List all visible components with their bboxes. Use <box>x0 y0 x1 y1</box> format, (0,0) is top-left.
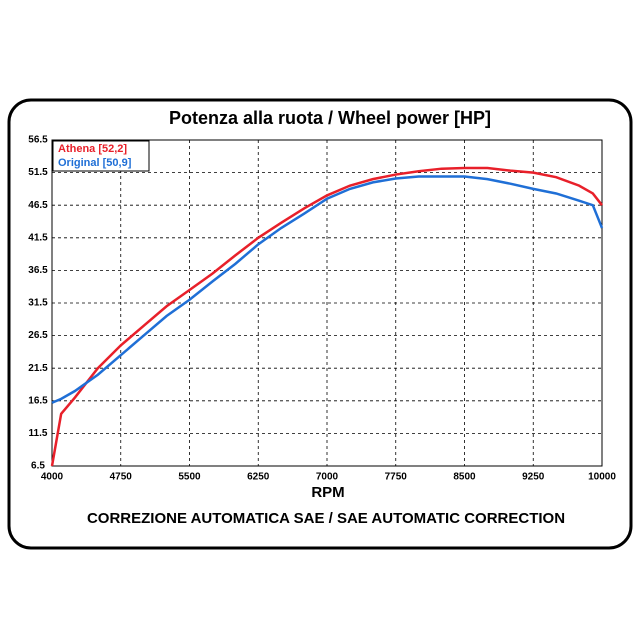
y-tick-label: 26.5 <box>28 330 48 341</box>
y-tick-label: 6.5 <box>31 461 45 472</box>
y-tick-label: 51.5 <box>28 167 48 178</box>
x-axis-label: RPM <box>311 484 344 501</box>
chart-title: Potenza alla ruota / Wheel power [HP] <box>169 108 491 128</box>
y-tick-label: 46.5 <box>28 200 48 211</box>
x-tick-label: 8500 <box>453 472 476 483</box>
footer: CORREZIONE AUTOMATICA SAE / SAE AUTOMATI… <box>87 510 565 527</box>
y-tick-label: 21.5 <box>28 363 48 374</box>
y-tick-label: 36.5 <box>28 265 48 276</box>
x-tick-label: 9250 <box>522 472 545 483</box>
y-tick-label: 56.5 <box>28 135 48 146</box>
x-tick-label: 7750 <box>385 472 408 483</box>
y-tick-label: 31.5 <box>28 298 48 309</box>
x-tick-label: 6250 <box>247 472 270 483</box>
x-tick-label: 4000 <box>41 472 64 483</box>
legend-box <box>52 140 150 172</box>
line <box>51 175 604 404</box>
legend-entry: Athena [52,2] <box>58 143 127 155</box>
x-tick-label: 4750 <box>110 472 133 483</box>
y-tick-label: 41.5 <box>28 232 48 243</box>
frame <box>7 98 633 550</box>
x-tick-label: 10000 <box>588 472 616 483</box>
legend-entry: Original [50,9] <box>58 157 132 169</box>
x-tick-label: 7000 <box>316 472 339 483</box>
y-tick-label: 16.5 <box>28 395 48 406</box>
plot-frame <box>51 139 603 467</box>
y-tick-label: 11.5 <box>29 428 48 439</box>
x-tick-label: 5500 <box>178 472 201 483</box>
line <box>50 166 603 467</box>
